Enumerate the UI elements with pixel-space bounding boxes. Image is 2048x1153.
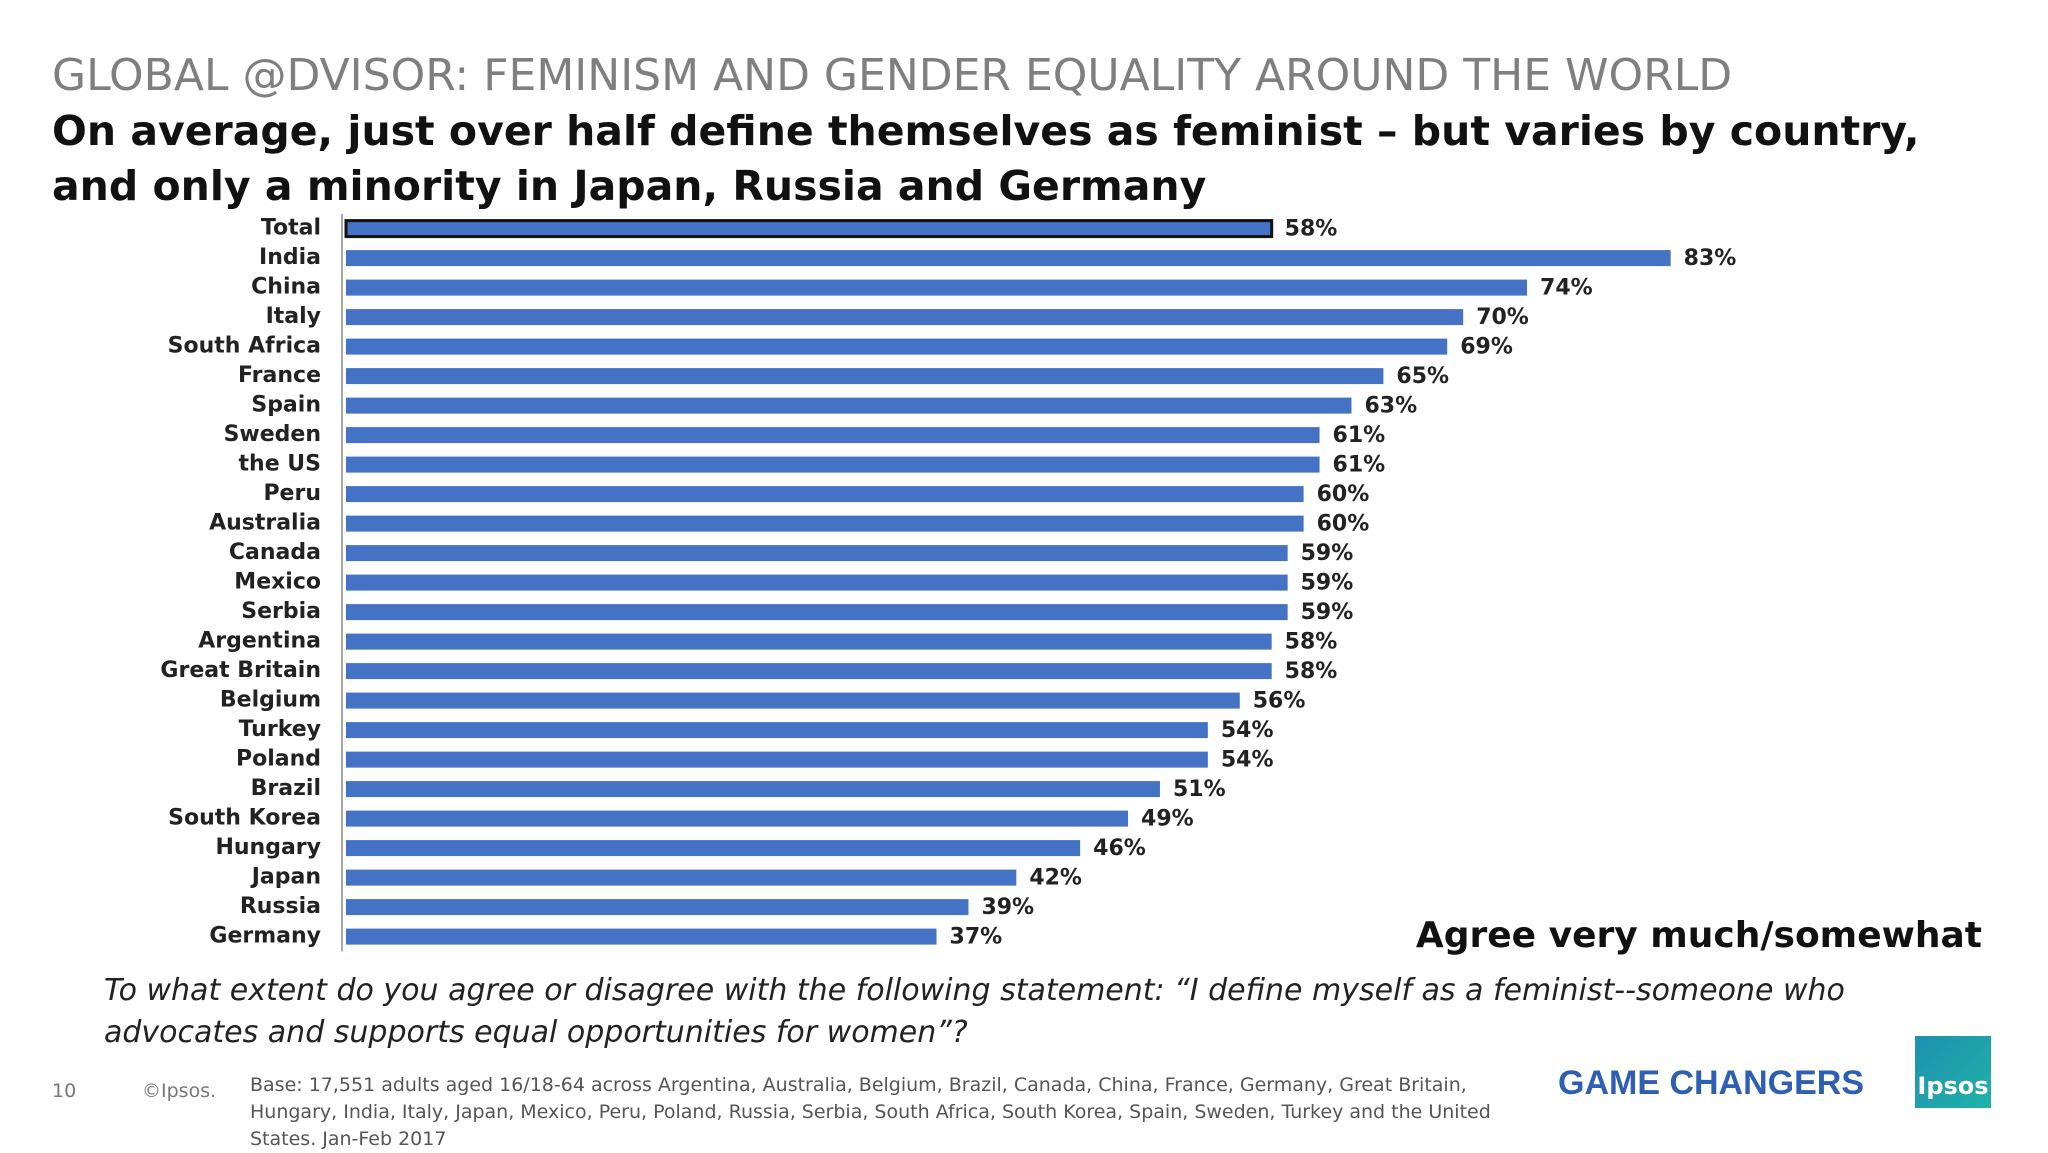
value-label: 56%: [1253, 689, 1306, 714]
value-label: 58%: [1285, 630, 1338, 655]
bar: [346, 604, 1288, 621]
bar: [346, 456, 1320, 473]
category-label: Brazil: [251, 776, 321, 801]
value-label: 39%: [981, 895, 1034, 920]
value-label: 63%: [1364, 394, 1417, 419]
value-label: 59%: [1301, 571, 1354, 596]
copyright: ©Ipsos.: [142, 1080, 217, 1102]
category-label: Japan: [250, 865, 321, 890]
category-label: Total: [261, 216, 321, 241]
value-label: 60%: [1317, 512, 1370, 537]
category-label: Sweden: [224, 422, 321, 447]
category-label: Great Britain: [160, 658, 321, 683]
category-label: China: [251, 275, 321, 300]
base-note: Base: 17,551 adults aged 16/18-64 across…: [250, 1074, 1491, 1150]
bar: [344, 219, 1274, 239]
category-label: South Korea: [168, 806, 321, 831]
value-label: 69%: [1460, 335, 1513, 360]
bar: [346, 633, 1272, 650]
logo: Ipsos: [1915, 1036, 1991, 1108]
bar: [346, 692, 1240, 709]
bar: [346, 781, 1160, 798]
value-label: 58%: [1285, 217, 1338, 242]
slogan: GAME CHANGERS: [1558, 1064, 1865, 1102]
category-label: Peru: [263, 481, 321, 506]
bar: [346, 397, 1352, 414]
value-label: 70%: [1476, 305, 1529, 330]
bar: [346, 810, 1129, 827]
category-label: Poland: [236, 747, 321, 772]
value-label: 49%: [1141, 807, 1194, 832]
category-label: Australia: [209, 511, 321, 536]
bar: [346, 840, 1081, 857]
value-label: 54%: [1221, 718, 1274, 743]
bar: [346, 338, 1448, 355]
value-label: 60%: [1317, 482, 1370, 507]
bar: [346, 279, 1528, 296]
chart: Total 58% India 83% China 74% Italy 70% South Af…: [160, 213, 1737, 952]
bar: [346, 250, 1671, 267]
page-number: 10: [52, 1080, 77, 1102]
value-label: 61%: [1333, 453, 1386, 478]
category-label: Serbia: [241, 599, 321, 624]
value-label: 59%: [1301, 600, 1354, 625]
category-label: Russia: [240, 894, 321, 919]
category-label: Belgium: [220, 688, 321, 713]
subtitle: On average, just over half define themse…: [52, 107, 1920, 210]
value-label: 74%: [1540, 276, 1593, 301]
category-label: Hungary: [215, 835, 321, 860]
bar: [346, 368, 1384, 385]
bar: [346, 574, 1288, 591]
bar: [346, 722, 1208, 739]
value-label: 65%: [1396, 364, 1449, 389]
category-label: Italy: [266, 304, 321, 329]
bar: [346, 486, 1304, 503]
title: GLOBAL @DVISOR: FEMINISM AND GENDER EQUA…: [52, 50, 1733, 101]
category-label: Argentina: [198, 629, 321, 654]
question: To what extent do you agree or disagree …: [104, 973, 1845, 1050]
value-label: 37%: [950, 925, 1003, 950]
category-label: India: [259, 245, 321, 270]
value-label: 59%: [1301, 541, 1354, 566]
category-label: Germany: [209, 924, 321, 949]
category-label: Turkey: [239, 717, 321, 742]
bar: [346, 869, 1017, 886]
category-label: the US: [239, 452, 321, 477]
bar: [346, 663, 1272, 680]
bar: [346, 545, 1288, 562]
value-label: 46%: [1093, 836, 1146, 861]
value-label: 61%: [1333, 423, 1386, 448]
category-label: South Africa: [168, 334, 321, 359]
value-label: 54%: [1221, 748, 1274, 773]
bar: [346, 309, 1464, 326]
bar: [346, 515, 1304, 532]
bar: [346, 751, 1208, 768]
value-label: 58%: [1285, 659, 1338, 684]
category-label: Canada: [229, 540, 321, 565]
category-label: Spain: [251, 393, 321, 418]
value-label: 42%: [1029, 866, 1082, 891]
value-label: 83%: [1684, 246, 1737, 271]
bar: [346, 427, 1320, 444]
value-label: 51%: [1173, 777, 1226, 802]
bar: [346, 928, 937, 945]
category-label: France: [238, 363, 321, 388]
category-label: Mexico: [234, 570, 321, 595]
bar: [346, 899, 969, 916]
annotation: Agree very much/somewhat: [1415, 915, 1982, 956]
